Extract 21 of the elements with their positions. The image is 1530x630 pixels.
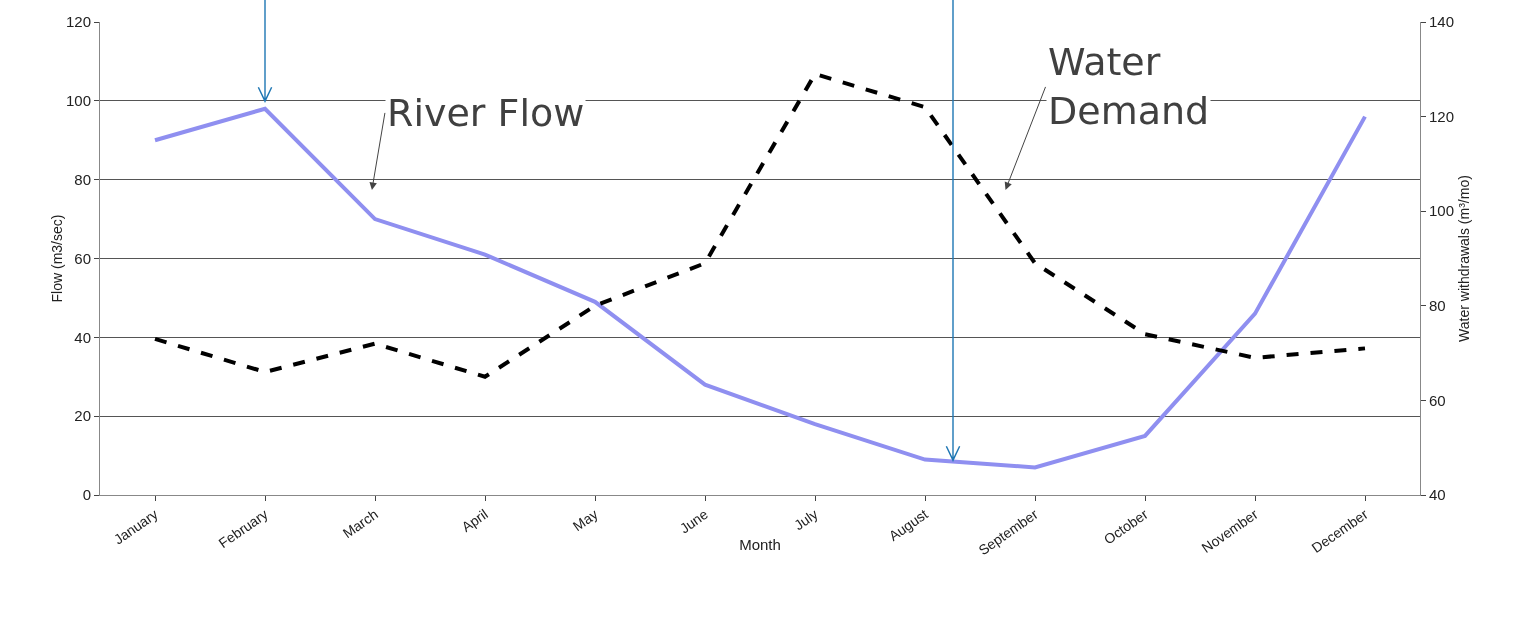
x-tick-label: May <box>569 505 601 535</box>
y-tick-label: 120 <box>65 13 91 31</box>
y-tick-label: 60 <box>74 249 91 267</box>
y-tick-label: 80 <box>74 170 91 188</box>
y-tick-label: 100 <box>65 92 91 110</box>
series-label: River Flow <box>387 91 585 135</box>
y2-tick-label: 140 <box>1429 13 1455 31</box>
x-tick-label: July <box>791 505 821 534</box>
y2-tick-label: 80 <box>1429 297 1446 315</box>
y2-axis-title: Water withdrawals (m³/mo) <box>1456 175 1473 342</box>
y2-tick-label: 60 <box>1429 391 1446 409</box>
y2-tick-label: 120 <box>1429 107 1455 125</box>
y-axis-title: Flow (m3/sec) <box>49 214 65 303</box>
y-tick-label: 20 <box>74 407 91 425</box>
x-axis-title: Month <box>739 536 781 553</box>
y2-tick-label: 40 <box>1429 486 1446 504</box>
x-tick-label: June <box>676 505 711 537</box>
y-tick-label: 40 <box>74 328 91 346</box>
y2-tick-label: 100 <box>1429 202 1455 220</box>
text: Water Demand <box>1048 40 1210 134</box>
y-tick-label: 0 <box>82 486 91 504</box>
